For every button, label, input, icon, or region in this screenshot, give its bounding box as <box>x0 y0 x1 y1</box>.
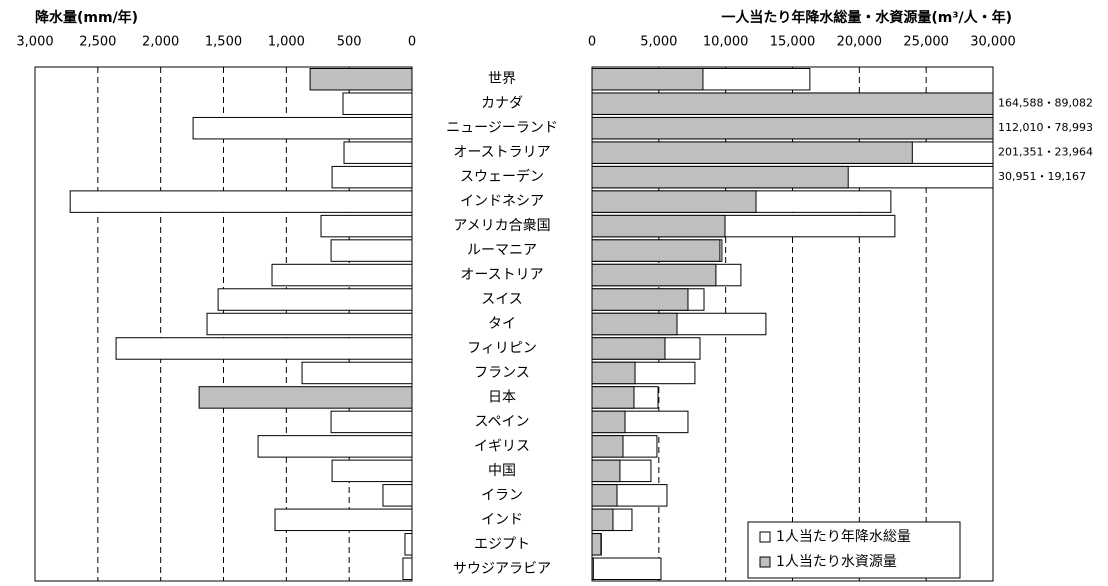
category-label: 日本 <box>488 389 516 405</box>
plot-frame <box>34 66 413 582</box>
bar <box>206 312 413 336</box>
category-label: タイ <box>488 316 516 332</box>
bar <box>198 386 413 409</box>
overflow-label: 112,010・78,993 <box>998 121 1093 134</box>
overflow-label: 201,351・23,964 <box>998 146 1093 159</box>
x-tick-label: 2,000 <box>142 35 179 50</box>
bar <box>274 508 413 532</box>
x-tick-label: 0 <box>408 35 416 50</box>
bar <box>592 263 717 287</box>
x-tick-label: 25,000 <box>903 35 949 50</box>
category-label: フィリピン <box>467 340 537 356</box>
x-tick-label: 500 <box>337 35 362 50</box>
bar <box>592 533 602 556</box>
category-label: ルーマニア <box>467 243 537 259</box>
category-label: アメリカ合衆国 <box>453 218 550 234</box>
x-tick-label: 10,000 <box>703 35 749 50</box>
x-tick-label: 5,000 <box>640 35 677 50</box>
category-label: イギリス <box>474 438 530 454</box>
bar <box>382 484 413 507</box>
bar <box>402 557 413 580</box>
legend-swatch <box>759 556 771 568</box>
category-label: フランス <box>474 365 530 381</box>
x-tick-label: 30,000 <box>970 35 1016 50</box>
category-label: スウェーデン <box>460 168 544 185</box>
bar <box>404 533 413 556</box>
x-tick-label: 15,000 <box>770 35 816 50</box>
bar <box>592 141 913 164</box>
bar <box>257 435 413 458</box>
x-tick-label: 20,000 <box>837 35 883 50</box>
bar <box>592 557 594 580</box>
bar <box>592 508 614 532</box>
bar <box>271 263 413 287</box>
bar <box>309 68 413 91</box>
right-title: 一人当たり年降水総量・水資源量(m³/人・年) <box>721 9 1012 26</box>
category-label: インドネシア <box>460 194 544 210</box>
bar <box>115 337 413 360</box>
bar <box>592 239 721 262</box>
category-label: オーストリア <box>460 267 543 283</box>
bar <box>330 239 413 262</box>
bar <box>217 288 413 311</box>
x-tick-label: 3,000 <box>16 35 53 50</box>
bar <box>192 116 413 140</box>
bar <box>592 190 757 213</box>
category-label: カナダ <box>481 96 523 112</box>
bar <box>69 190 413 213</box>
bar <box>592 312 678 336</box>
left-title: 降水量(mm/年) <box>35 9 138 26</box>
bar <box>301 361 413 385</box>
category-label: 世界 <box>488 71 516 87</box>
x-tick-label: 0 <box>588 35 596 50</box>
category-label: エジプト <box>474 536 530 552</box>
category-label: オーストラリア <box>453 145 550 161</box>
bar <box>592 459 621 483</box>
category-label: イラン <box>481 487 523 503</box>
bar <box>592 288 689 311</box>
bar <box>592 484 618 507</box>
bar <box>592 116 993 140</box>
legend-label: 1人当たり水資源量 <box>776 554 897 570</box>
bar <box>331 459 413 483</box>
x-tick-label: 1,500 <box>205 35 242 50</box>
bar <box>592 165 849 189</box>
bar <box>592 386 635 409</box>
bar <box>592 361 636 385</box>
category-label: サウジアラビア <box>453 561 551 577</box>
bar <box>592 68 704 91</box>
legend-label: 1人当たり年降水総量 <box>776 529 911 545</box>
plot-frame <box>591 66 994 582</box>
bar <box>592 435 624 458</box>
overflow-label: 164,588・89,082 <box>998 97 1093 110</box>
bar <box>592 337 666 360</box>
x-tick-label: 2,500 <box>79 35 116 50</box>
category-label: 中国 <box>488 463 516 479</box>
bar <box>320 214 413 238</box>
bar <box>592 214 726 238</box>
category-label: ニュージーランド <box>446 120 558 136</box>
bar <box>592 410 626 434</box>
plot-clip <box>592 68 993 580</box>
bar <box>343 141 413 164</box>
category-label: スイス <box>481 292 523 308</box>
overflow-label: 30,951・19,167 <box>998 170 1086 183</box>
category-label: インド <box>481 512 523 528</box>
bar <box>330 410 413 434</box>
bar <box>592 92 993 115</box>
legend-box <box>747 521 961 579</box>
bar <box>342 92 413 115</box>
bar <box>592 557 662 580</box>
bar <box>331 165 413 189</box>
x-tick-label: 1,000 <box>268 35 305 50</box>
legend-swatch <box>759 531 771 543</box>
category-label: スペイン <box>474 414 529 430</box>
